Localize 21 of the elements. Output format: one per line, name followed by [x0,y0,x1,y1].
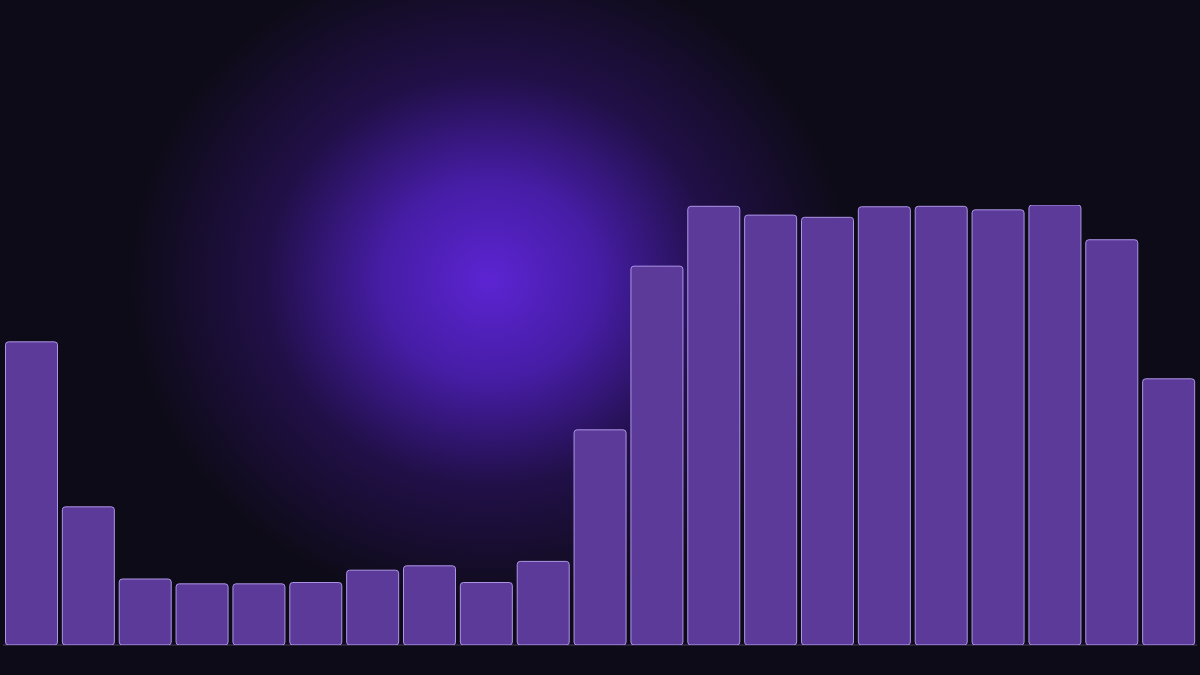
bar [857,206,911,645]
bar [573,429,627,645]
bar [232,583,286,645]
bar [516,560,570,645]
bar [118,578,172,645]
bar [5,341,58,645]
bar [1028,205,1082,645]
bar [971,209,1025,645]
bar [630,265,684,645]
bar [61,506,115,645]
bar [459,582,513,645]
bar [914,205,968,645]
bar [1142,378,1196,645]
bar [346,569,400,645]
bar [801,216,854,645]
bar [1085,239,1139,645]
bar [403,565,456,645]
bar [744,214,798,645]
bar [289,582,343,645]
bar [687,205,741,645]
bar [175,583,229,645]
